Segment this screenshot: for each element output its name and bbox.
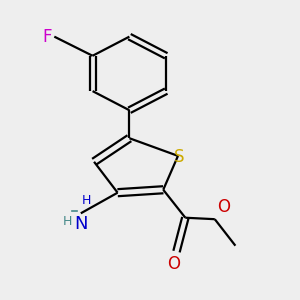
- Text: S: S: [174, 148, 185, 166]
- Text: N: N: [74, 215, 88, 233]
- Text: H: H: [82, 194, 92, 207]
- Text: H: H: [63, 215, 72, 228]
- Text: O: O: [217, 198, 230, 216]
- Text: O: O: [167, 254, 180, 272]
- Text: F: F: [43, 28, 52, 46]
